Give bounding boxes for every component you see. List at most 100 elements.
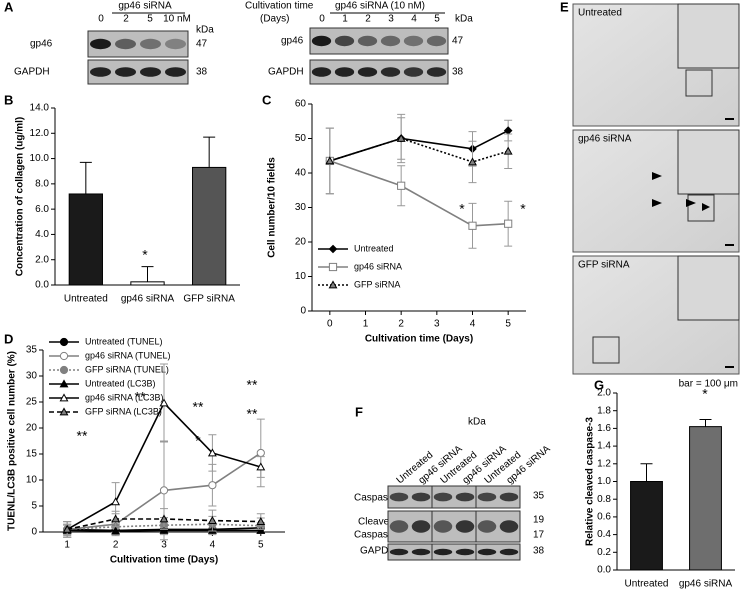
x-tick-label: 2 [398,319,404,330]
annotation: * [459,201,465,217]
inset-box [592,336,620,364]
y-tick-label: 30 [26,371,38,382]
band [499,520,519,533]
image-label: Untreated [578,8,622,19]
legend-label: gp46 siRNA (TUNEL) [85,350,171,360]
y-tick-label: 12.0 [30,128,50,139]
annotation: ** [247,406,258,422]
y-axis-label: Cell number/10 fields [267,157,278,258]
x-tick-label: GFP siRNA [183,294,235,305]
x-tick-label: 3 [434,319,440,330]
lane-label: 1 [342,14,348,25]
y-tick-label: 25 [26,397,38,408]
lane-label: 3 [388,14,394,25]
y-tick-label: 1.4 [597,441,611,452]
annotation: ** [193,399,204,415]
marker [59,337,69,347]
inset [677,129,740,195]
x-tick-label: 4 [210,540,216,551]
band [455,520,475,533]
marker [325,156,335,165]
band [389,520,409,533]
y-tick-label: 40 [295,168,307,179]
band [477,492,497,502]
blot [475,485,521,509]
lane-label: 4 [411,14,417,25]
band [455,548,475,556]
band [90,67,111,77]
annotation: ** [135,389,146,405]
marker [256,516,266,525]
band [311,35,332,47]
band [433,520,453,533]
lane-label: 2 [365,14,371,25]
marker [328,280,338,289]
y-tick-label: 35 [26,345,38,356]
x-axis-label: Cultivation time (Days) [110,555,218,566]
y-axis-label: Relative cleaved caspase-3 [585,417,596,546]
inset-box [687,194,715,222]
band [140,67,161,77]
x-tick-label: 0 [327,319,333,330]
marker [159,525,169,534]
y-tick-label: 0.8 [597,494,611,505]
band [165,38,186,50]
legend-label: Untreated [354,243,394,253]
marker [256,448,265,458]
panel-label: B [4,92,13,107]
blot-header: gp46 siRNA (10 nM) [335,1,425,12]
marker [111,526,121,535]
marker [328,262,338,272]
marker [59,393,69,402]
arrowheads [652,172,710,211]
bar [130,281,165,286]
marker [328,244,338,254]
row-label: gp46 [30,39,53,50]
blot-header: gp46 siRNA [118,1,172,12]
band [90,38,111,50]
marker [504,219,513,228]
panel-label: C [262,92,272,107]
band [115,67,136,77]
blot [309,27,449,55]
x-tick-label: 3 [161,540,167,551]
y-tick-label: 15 [26,449,38,460]
marker [159,398,169,407]
legend-label: GFP siRNA (LC3B) [85,406,162,416]
y-tick-label: 8.0 [35,178,49,189]
x-tick-label: Untreated [625,579,669,590]
error-bar [640,463,653,482]
y-tick-label: 1.2 [597,458,611,469]
band [499,548,519,556]
band [357,67,378,77]
marker [111,514,121,523]
annotation: * [702,386,708,402]
marker [207,515,217,524]
marker [468,157,477,166]
y-tick-label: 0.6 [597,512,611,523]
lane-label: 2 [123,14,129,25]
unit: kDa [196,25,214,36]
error-bar [699,419,712,427]
lane-label: 0 [319,14,325,25]
band [389,492,409,502]
x-tick-label: 5 [505,319,511,330]
series-line [329,160,509,227]
marker [59,365,69,375]
lane-label: 5 [434,14,440,25]
band [115,38,136,50]
band [411,548,431,556]
band [433,548,453,556]
y-tick-label: 1.0 [597,476,611,487]
inset [677,255,740,321]
band [140,38,161,50]
band [403,35,424,47]
x-tick-label: 1 [64,540,70,551]
band [380,35,401,47]
band [403,67,424,77]
kda: 47 [196,39,208,50]
annotation: * [520,201,526,217]
y-tick-label: 10.0 [30,153,50,164]
marker [59,407,69,416]
